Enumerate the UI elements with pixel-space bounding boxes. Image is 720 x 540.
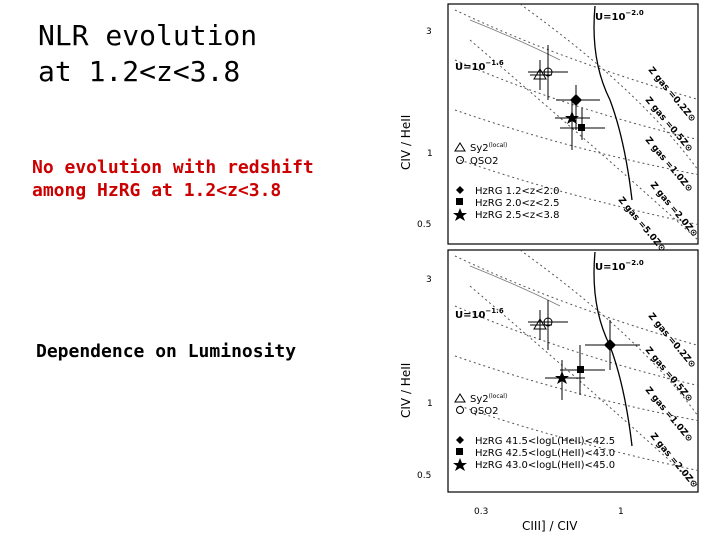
legend-diamond-icon [456,436,464,444]
bottom-xtick-1: 1 [618,507,624,517]
top-hzrg-star [565,111,579,124]
bottom-sy2-point [533,318,547,330]
title-line-2: at 1.2<z<3.8 [38,55,241,88]
top-u-mid-text: U=10 [455,62,485,73]
bottom-legend-qso2: QSO2 [470,406,498,417]
no-evolution-note: No evolution with redshift among HzRG at… [32,156,314,202]
bottom-hzrg-square [577,366,584,373]
no-evolution-line-1: No evolution with redshift [32,157,314,178]
top-legend-z2: HzRG 2.0<z<2.5 [475,198,559,209]
top-legend-z3: HzRG 2.5<z<3.8 [475,210,559,221]
bottom-legend-sy2-sup: (local) [489,393,508,400]
legend-qso2-icon [456,156,464,164]
bottom-zgas-curve [454,255,698,346]
top-legend-sy2-sup: (local) [489,142,508,149]
bottom-ytick-1: 1 [427,399,433,409]
top-legend-sy2-text: Sy2 [470,143,489,154]
top-zgas-label-0-2: Z gas =0.2Z⊙ [646,66,698,125]
bottom-legend: Sy2(local) QSO2 HzRG 41.5<logL(HeII)<42.… [453,393,615,471]
bottom-zgas-curve [459,405,698,472]
no-evolution-line-2: among HzRG at 1.2<z<3.8 [32,180,282,201]
legend-qso2-icon [456,406,464,414]
top-legend-sy2: Sy2(local) [470,142,507,154]
top-legend: Sy2(local) QSO2 HzRG 1.2<z<2.0 HzRG 2.0<… [453,142,559,221]
top-sy2-point [533,68,547,80]
top-u-curve-thin [469,19,561,61]
bottom-ylabel: CIV / HeII [399,363,413,418]
legend-diamond-icon [456,186,464,194]
top-legend-z1: HzRG 1.2<z<2.0 [475,186,559,197]
bottom-zgas-label-2-0: Z gas =2.0Z⊙ [648,432,700,491]
bottom-xtick-0-3: 0.3 [474,507,488,517]
bottom-panel-frame [447,249,699,493]
bottom-u-mid-exp: −1.6 [485,307,503,315]
bottom-hzrg-diamond [604,339,616,351]
bottom-u-top-exp: −2.0 [625,259,643,267]
bottom-ytick-0-5: 0.5 [417,471,431,481]
top-zgas-curve [519,4,698,171]
legend-sy2-icon [454,142,466,152]
bottom-qso2-point [543,317,553,327]
legend-star-icon [453,458,467,471]
title-line-1: NLR evolution [38,19,258,52]
bottom-zgas-curve [519,250,698,417]
top-legend-qso2: QSO2 [470,156,498,167]
bottom-legend-sy2: Sy2(local) [470,393,507,405]
top-zgas-curve [469,39,698,241]
bottom-legend-l2: HzRG 42.5<logL(HeII)<43.0 [475,448,615,459]
top-u-top-text: U=10 [595,12,625,23]
luminosity-note: Dependence on Luminosity [36,341,297,362]
bottom-legend-l3: HzRG 43.0<logL(HeII)<45.0 [475,460,615,471]
bottom-zgas-curve [454,355,698,422]
top-hzrg-square [578,124,585,131]
top-zgas-curve [459,159,698,226]
top-u-mid-exp: −1.6 [485,59,503,67]
bottom-ytick-3: 3 [426,275,432,285]
legend-sy2-icon [454,393,466,403]
top-data-points [528,45,605,150]
top-u-top-label: U=10−2.0 [595,9,644,23]
bottom-legend-sy2-text: Sy2 [470,394,489,405]
top-ytick-0-5: 0.5 [417,220,431,230]
top-zgas-curve [454,109,698,176]
bottom-u-mid-label: U=10−1.6 [455,307,504,321]
bottom-u-top-text: U=10 [595,262,625,273]
slide-title: NLR evolution at 1.2<z<3.8 [38,18,257,90]
bottom-u-curve-thin [469,265,561,307]
bottom-xlabel: CIII] / CIV [522,519,578,533]
top-ylabel: CIV / HeII [399,115,413,170]
bottom-zgas-curve [469,285,698,487]
bottom-u-mid-text: U=10 [455,310,485,321]
top-zgas-curve [454,9,698,100]
bottom-model-grid [454,250,698,487]
top-panel-frame [447,3,699,245]
legend-square-icon [456,198,463,205]
bottom-panel: CIV / HeII 3 1 0.5 0.3 1 CIII] / CIV U=1… [399,249,700,533]
top-u-top-exp: −2.0 [625,9,643,17]
top-model-grid [454,4,698,241]
top-ytick-1: 1 [427,149,433,159]
bottom-legend-l1: HzRG 41.5<logL(HeII)<42.5 [475,436,615,447]
bottom-u-curve [593,251,633,447]
top-hzrg-diamond [570,94,582,106]
top-u-mid-label: U=10−1.6 [455,59,504,73]
top-panel: CIV / HeII 3 1 0.5 U=10−2.0 U=10−1.6 Z g… [399,3,699,255]
bottom-hzrg-star [555,371,569,384]
legend-star-icon [453,208,467,221]
top-zgas-label-5-0: Z gas =5.0Z⊙ [616,196,668,255]
top-qso2-point [543,67,553,77]
top-ytick-3: 3 [426,27,432,37]
legend-square-icon [456,448,463,455]
top-u-curve [593,5,633,201]
bottom-u-top-label: U=10−2.0 [595,259,644,273]
